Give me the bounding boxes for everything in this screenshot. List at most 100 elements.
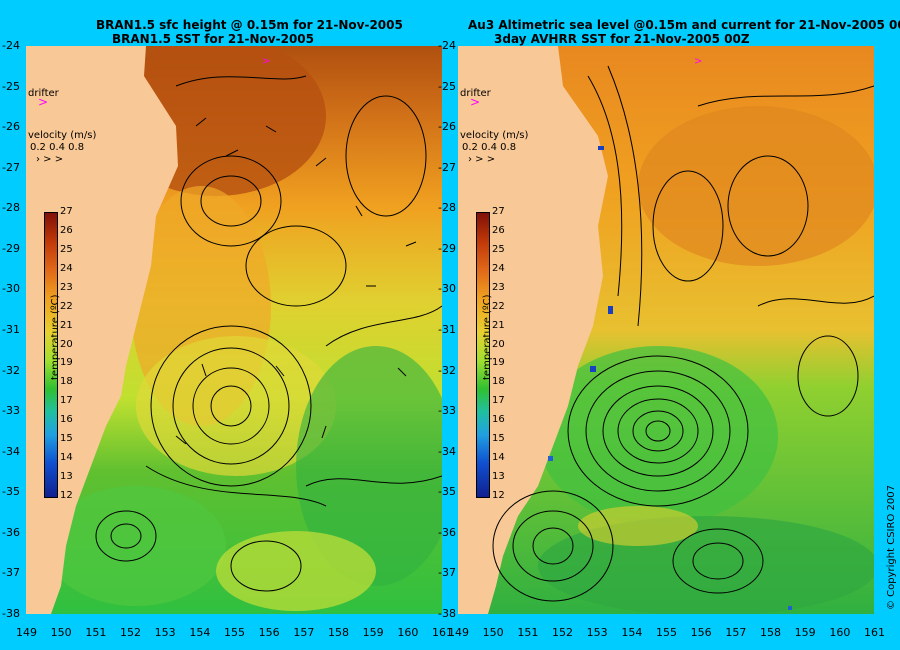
copyright-text: © Copyright CSIRO 2007 bbox=[886, 485, 897, 610]
lat-tick-label: -27 bbox=[2, 160, 20, 174]
colorbar-tick-label: 27 bbox=[60, 206, 73, 217]
lon-tick-label: 157 bbox=[293, 626, 315, 639]
colorbar-tick-label: 21 bbox=[492, 319, 505, 331]
right-cloud-speckle bbox=[548, 146, 792, 610]
lat-tick-label: -34 bbox=[2, 444, 20, 458]
lat-tick-label: -38 bbox=[438, 607, 456, 620]
colorbar-tick-label: 23 bbox=[492, 281, 505, 293]
colorbar-tick-label: 27 bbox=[492, 206, 505, 217]
lat-tick-label: -24 bbox=[2, 39, 20, 52]
colorbar-tick-label: 22 bbox=[492, 300, 505, 312]
colorbar-tick-label: 13 bbox=[60, 471, 73, 483]
lat-tick-label: -28 bbox=[438, 201, 456, 215]
left-coastline-land bbox=[26, 46, 178, 614]
left-drifter-label: drifter bbox=[28, 88, 60, 99]
lat-tick-label: -31 bbox=[438, 323, 456, 336]
colorbar-tick-label: 20 bbox=[60, 338, 73, 350]
lat-tick-label: -32 bbox=[438, 363, 456, 377]
lat-tick-label: -27 bbox=[438, 160, 456, 174]
left-drifter-marker-top: > bbox=[262, 56, 270, 67]
left-cool-water-east bbox=[296, 346, 442, 586]
right-title-line2: 3day AVHRR SST for 21-Nov-2005 00Z bbox=[494, 32, 750, 46]
lon-tick-label: 158 bbox=[760, 626, 781, 639]
lon-tick-label: 152 bbox=[120, 626, 141, 639]
lon-tick-label: 155 bbox=[224, 626, 245, 639]
colorbar-tick-label: 16 bbox=[60, 414, 73, 426]
lon-tick-label: 151 bbox=[85, 626, 107, 639]
lat-tick-label: -34 bbox=[438, 444, 456, 458]
right-green-eddy bbox=[538, 346, 778, 526]
colorbar-tick-label: 25 bbox=[60, 243, 73, 255]
right-velocity-label: velocity (m/s) bbox=[460, 130, 528, 141]
colorbar-tick-label: 14 bbox=[492, 452, 505, 464]
lon-tick-label: 156 bbox=[258, 626, 280, 639]
colorbar-tick-label: 26 bbox=[60, 224, 73, 236]
colorbar-tick-label: 13 bbox=[492, 471, 505, 483]
lat-tick-label: -26 bbox=[2, 120, 20, 134]
colorbar-tick-label: 25 bbox=[492, 243, 505, 255]
colorbar-tick-label: 17 bbox=[492, 395, 505, 407]
lon-tick-label: 156 bbox=[690, 626, 712, 639]
lon-tick-label: 150 bbox=[482, 626, 504, 639]
lon-tick-label: 154 bbox=[621, 626, 643, 639]
colorbar-tick-label: 15 bbox=[60, 433, 73, 445]
lat-tick-label: -25 bbox=[438, 79, 456, 93]
lon-tick-label: 153 bbox=[154, 626, 176, 639]
left-title-line1: BRAN1.5 sfc height @ 0.15m for 21-Nov-20… bbox=[96, 18, 403, 32]
left-yellow-eddy bbox=[136, 336, 336, 476]
lon-tick-label: 154 bbox=[189, 626, 211, 639]
right-map-svg: drifter > > velocity (m/s) 0.2 0.4 0.8 ›… bbox=[458, 46, 874, 614]
lat-tick-label: -31 bbox=[2, 323, 20, 336]
right-drifter-label: drifter bbox=[460, 88, 492, 99]
right-contours bbox=[492, 65, 874, 602]
colorbar-tick-label: 20 bbox=[492, 338, 505, 350]
left-drifter-marker: > bbox=[38, 95, 48, 109]
lon-tick-label: 160 bbox=[829, 626, 851, 639]
right-title-line1: Au3 Altimetric sea level @0.15m and curr… bbox=[468, 18, 900, 32]
right-velocity-arrows: › > > bbox=[468, 154, 495, 165]
left-colorbar bbox=[44, 212, 58, 498]
lat-tick-label: -29 bbox=[438, 241, 456, 255]
colorbar-tick-label: 15 bbox=[492, 433, 505, 445]
lon-tick-label: 149 bbox=[448, 626, 469, 639]
left-velocity-vectors bbox=[175, 117, 417, 445]
colorbar-tick-label: 17 bbox=[60, 395, 73, 407]
colorbar-tick-label: 24 bbox=[492, 262, 505, 274]
right-drifter-marker: > bbox=[470, 95, 480, 109]
lat-tick-label: -26 bbox=[438, 120, 456, 134]
lat-tick-label: -32 bbox=[2, 363, 20, 377]
lon-tick-label: 161 bbox=[432, 626, 453, 639]
lat-tick-label: -37 bbox=[2, 566, 20, 580]
colorbar-tick-label: 19 bbox=[60, 357, 73, 369]
right-coastline-land bbox=[458, 46, 608, 614]
left-colorbar-title: temperature (ºC) bbox=[50, 294, 61, 380]
left-yellow-eddy-south bbox=[216, 531, 376, 611]
lat-tick-label: -38 bbox=[2, 607, 20, 620]
left-contours bbox=[95, 75, 442, 592]
left-title-line2: BRAN1.5 SST for 21-Nov-2005 bbox=[112, 32, 314, 46]
lat-tick-label: -24 bbox=[438, 39, 456, 52]
right-colorbar bbox=[476, 212, 490, 498]
left-cool-eddy-sw bbox=[46, 486, 226, 606]
right-map-panel: drifter > > velocity (m/s) 0.2 0.4 0.8 ›… bbox=[458, 46, 874, 614]
lon-tick-label: 159 bbox=[794, 626, 816, 639]
colorbar-tick-label: 23 bbox=[60, 281, 73, 293]
right-colorbar-title: temperature (ºC) bbox=[482, 294, 493, 380]
left-velocity-label: velocity (m/s) bbox=[28, 130, 96, 141]
lon-tick-label: 149 bbox=[16, 626, 37, 639]
colorbar-tick-label: 12 bbox=[60, 490, 73, 501]
colorbar-tick-label: 18 bbox=[60, 376, 73, 388]
right-warm-patch bbox=[638, 106, 874, 266]
colorbar-tick-label: 18 bbox=[492, 376, 505, 388]
lon-tick-label: 157 bbox=[725, 626, 747, 639]
colorbar-tick-label: 12 bbox=[492, 490, 505, 501]
lon-tick-label: 150 bbox=[50, 626, 72, 639]
colorbar-tick-label: 21 bbox=[60, 319, 73, 331]
lat-tick-label: -25 bbox=[2, 79, 20, 93]
left-map-panel: drifter > > velocity (m/s) 0.2 0.4 0.8 ›… bbox=[26, 46, 442, 614]
lon-tick-label: 155 bbox=[656, 626, 677, 639]
colorbar-tick-label: 19 bbox=[492, 357, 505, 369]
colorbar-tick-label: 24 bbox=[60, 262, 73, 274]
lon-tick-label: 160 bbox=[397, 626, 419, 639]
left-velocity-arrows: › > > bbox=[36, 154, 63, 165]
